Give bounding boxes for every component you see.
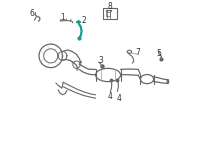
Text: 4: 4 <box>108 92 113 101</box>
Text: 1: 1 <box>61 13 65 22</box>
Text: 4: 4 <box>116 94 121 103</box>
Text: 5: 5 <box>156 49 161 58</box>
Text: 3: 3 <box>99 56 103 65</box>
Text: 8: 8 <box>107 2 112 11</box>
Text: 7: 7 <box>135 48 140 57</box>
Text: 2: 2 <box>81 16 86 25</box>
Text: 6: 6 <box>29 9 34 18</box>
